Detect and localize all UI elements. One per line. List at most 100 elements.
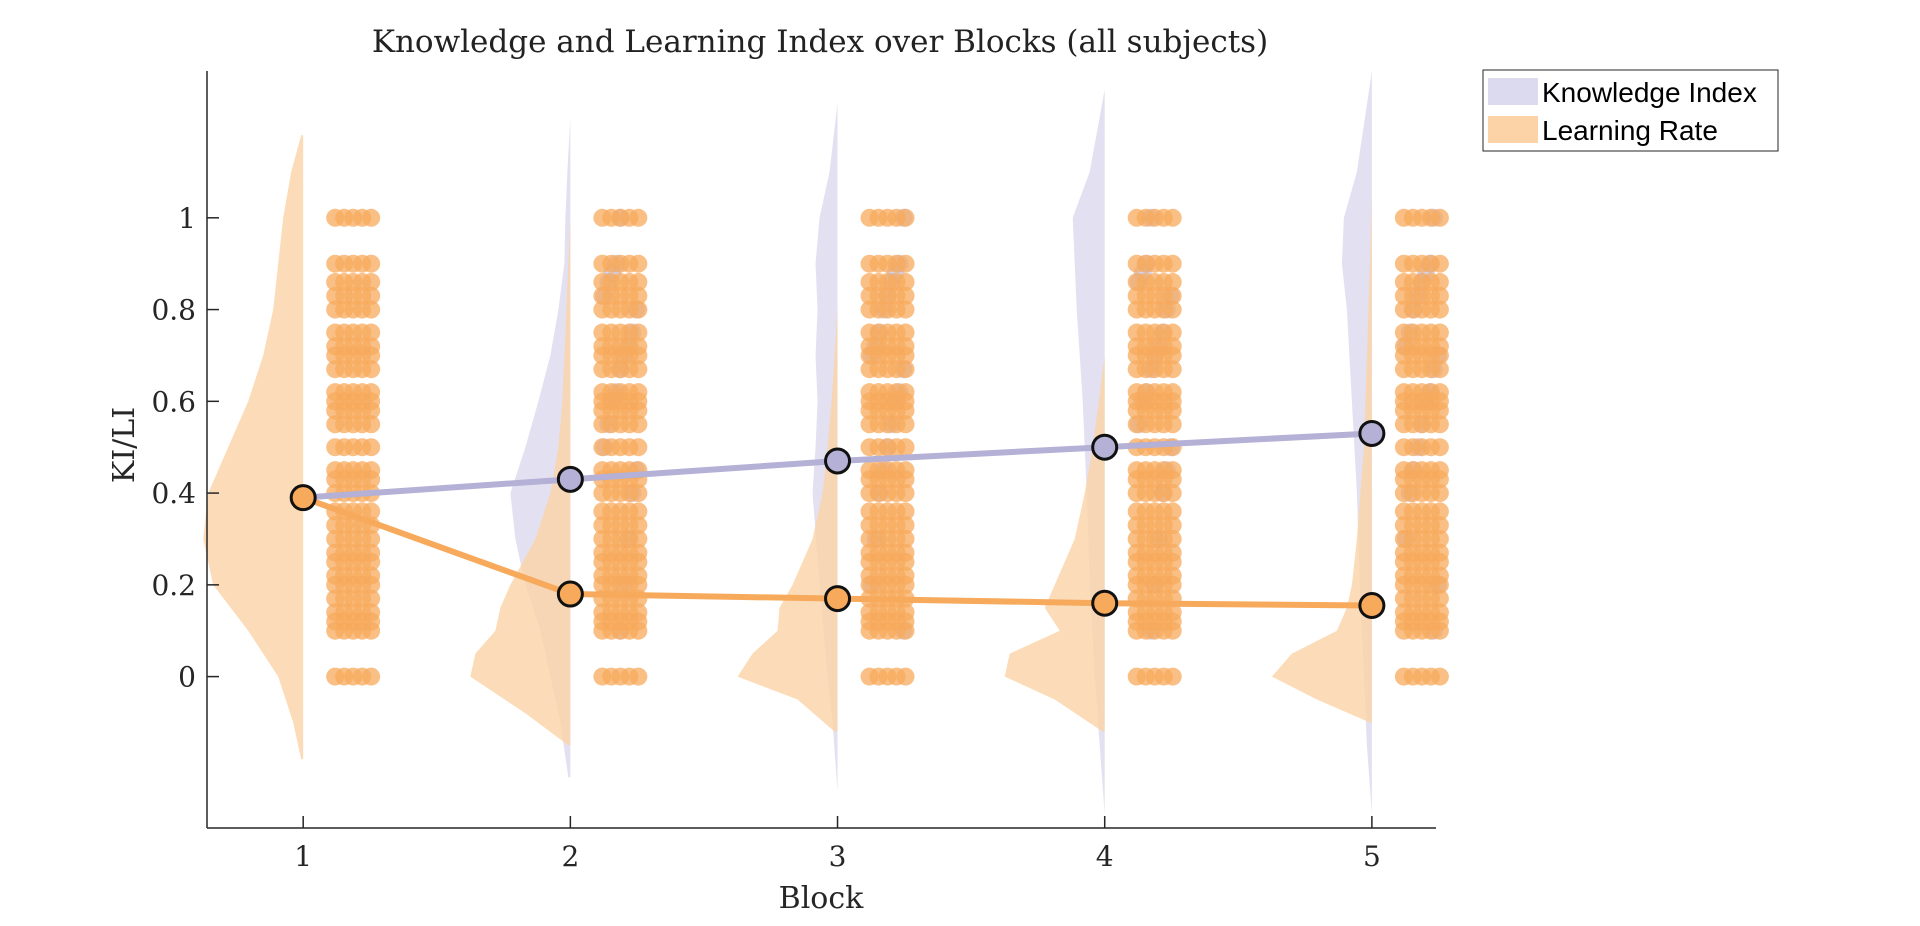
lr-raw-point (1430, 286, 1449, 305)
lr-raw-point (1430, 667, 1449, 686)
lr-raw-point (1163, 603, 1182, 622)
knowledge-index-point (824, 447, 852, 475)
lr-raw-point (1163, 543, 1182, 562)
lr-raw-point (629, 383, 648, 402)
lr-raw-point (1163, 273, 1182, 292)
lr-raw-point (362, 589, 381, 608)
legend-swatch-knowledge-index (1488, 78, 1538, 105)
lr-raw-point (896, 484, 915, 503)
lr-raw-point (1430, 208, 1449, 227)
lr-raw-point (896, 529, 915, 548)
y-tick-label: 0 (178, 661, 196, 694)
lr-raw-point (362, 208, 381, 227)
y-tick-label: 0.8 (151, 294, 196, 327)
lr-raw-point (1430, 438, 1449, 457)
lr-raw-point (629, 529, 648, 548)
lr-raw-point (362, 566, 381, 585)
lr-raw-point (896, 254, 915, 273)
y-tick-label: 0.6 (151, 385, 196, 418)
lr-raw-point (629, 300, 648, 319)
lr-raw-point (362, 415, 381, 434)
learning-rate-point (824, 585, 852, 613)
lr-raw-point (1163, 208, 1182, 227)
lr-raw-point (1430, 273, 1449, 292)
lr-raw-point (1430, 502, 1449, 521)
legend-swatch-learning-rate (1488, 116, 1538, 143)
lr-raw-point (629, 502, 648, 521)
learning-rate-point (1358, 591, 1386, 619)
legend[interactable]: Knowledge Index Learning Rate (1482, 69, 1779, 152)
lr-raw-point (1430, 461, 1449, 480)
lr-raw-point (896, 603, 915, 622)
lr-raw-point (896, 438, 915, 457)
x-tick-label: 1 (294, 840, 312, 873)
lr-raw-point (629, 566, 648, 585)
lr-raw-point (629, 415, 648, 434)
lr-raw-point (629, 543, 648, 562)
lr-raw-point (1163, 415, 1182, 434)
learning-rate-point (1091, 589, 1119, 617)
y-tick-label: 0.2 (151, 569, 196, 602)
lr-raw-point (362, 273, 381, 292)
lr-raw-point (362, 254, 381, 273)
lr-raw-point (1430, 529, 1449, 548)
chart-title: Knowledge and Learning Index over Blocks… (372, 24, 1268, 60)
lr-raw-point (1163, 667, 1182, 686)
lr-raw-point (1163, 484, 1182, 503)
lr-raw-point (896, 461, 915, 480)
lr-raw-point (362, 300, 381, 319)
lr-raw-point (1430, 415, 1449, 434)
lr-raw-point (1163, 383, 1182, 402)
lr-raw-point (629, 438, 648, 457)
lr-raw-point (629, 603, 648, 622)
lr-raw-point (896, 415, 915, 434)
lr-raw-point (896, 286, 915, 305)
lr-raw-point (629, 484, 648, 503)
lr-raw-point (362, 438, 381, 457)
lr-raw-point (1163, 337, 1182, 356)
lr-raw-point (1163, 300, 1182, 319)
lr-raw-point (896, 566, 915, 585)
lr-raw-point (629, 337, 648, 356)
lr-raw-point (629, 208, 648, 227)
lr-raw-point (629, 667, 648, 686)
lr-raw-point (1430, 323, 1449, 342)
lr-raw-point (1163, 254, 1182, 273)
lr-raw-point (629, 516, 648, 535)
lr-raw-point (362, 286, 381, 305)
lr-raw-point (1430, 516, 1449, 535)
lr-distribution-block-1 (203, 135, 304, 760)
lr-raw-point (362, 529, 381, 548)
lr-raw-point (896, 300, 915, 319)
lr-raw-point (362, 383, 381, 402)
lr-raw-point (1430, 337, 1449, 356)
lr-raw-point (896, 337, 915, 356)
legend-label-knowledge-index: Knowledge Index (1542, 77, 1757, 108)
lr-raw-point (1163, 360, 1182, 379)
lr-raw-point (1163, 566, 1182, 585)
lr-raw-point (362, 667, 381, 686)
lr-raw-point (1430, 566, 1449, 585)
x-tick-label: 5 (1363, 840, 1381, 873)
series-markers-layer (289, 419, 1386, 619)
lr-raw-point (629, 254, 648, 273)
knowledge-index-point (556, 465, 584, 493)
lr-raw-point (896, 360, 915, 379)
x-tick-label: 2 (561, 840, 579, 873)
lr-raw-point (1430, 300, 1449, 319)
x-tick-label: 3 (829, 840, 847, 873)
lr-raw-point (1430, 383, 1449, 402)
lr-distribution-block-4 (1004, 355, 1105, 732)
lr-raw-point (896, 516, 915, 535)
distributions-layer (203, 71, 1372, 815)
y-tick-label: 0.4 (151, 477, 196, 510)
raw-points-layer (326, 208, 1449, 686)
x-tick-label: 4 (1096, 840, 1114, 873)
lr-raw-point (1430, 603, 1449, 622)
lr-raw-point (1163, 529, 1182, 548)
lr-raw-point (1163, 502, 1182, 521)
axes: 0 0.2 0.4 0.6 0.8 1 1 2 3 4 5 (151, 71, 1436, 873)
lr-raw-point (629, 286, 648, 305)
lr-raw-point (629, 273, 648, 292)
